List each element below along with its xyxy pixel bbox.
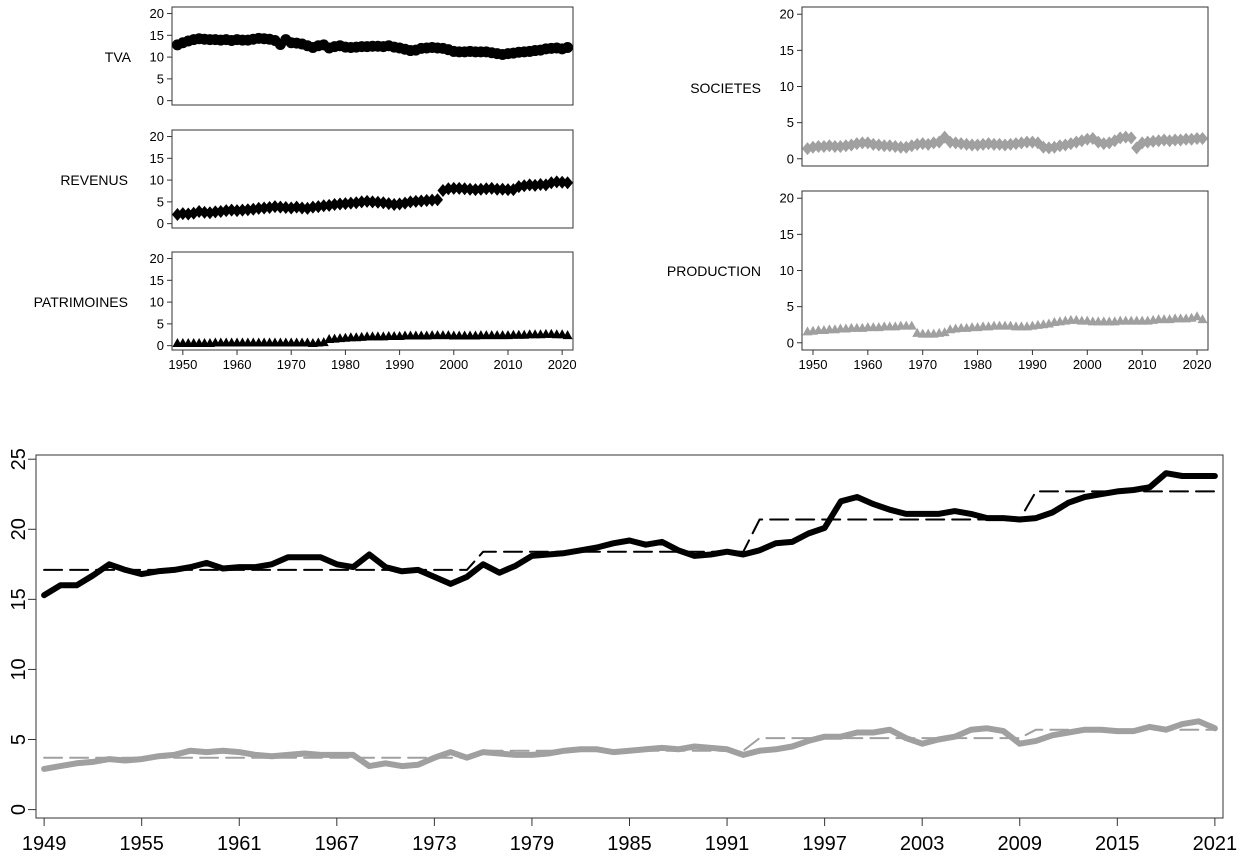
y-tick-label: 20 — [150, 129, 164, 144]
x-tick-label: 1967 — [315, 833, 360, 855]
panel-0: TVA 0 5 10 15 20 — [105, 6, 574, 108]
y-tick-label: 15 — [150, 273, 164, 288]
y-tick-label: 20 — [8, 518, 30, 540]
x-tick-label: 2021 — [1193, 833, 1238, 855]
y-tick-label: 0 — [787, 335, 794, 350]
data-point — [1125, 131, 1137, 145]
data-point — [906, 320, 917, 330]
x-tick-label: 1955 — [119, 833, 164, 855]
x-tick-label: 1997 — [802, 833, 847, 855]
x-tick-label: 1960 — [223, 357, 252, 372]
y-tick-label: 5 — [8, 734, 30, 745]
data-point — [939, 327, 950, 337]
y-tick-label: 10 — [780, 79, 794, 94]
x-tick-label: 1950 — [168, 357, 197, 372]
y-tick-label: 20 — [150, 251, 164, 266]
y-tick-label: 5 — [157, 194, 164, 209]
data-point — [1192, 311, 1203, 321]
panel-label: PATRIMOINES — [34, 294, 128, 310]
y-tick-label: 20 — [150, 6, 164, 21]
panel-label: PRODUCTION — [667, 263, 761, 279]
x-tick-label: 1990 — [1018, 357, 1047, 372]
y-tick-label: 5 — [787, 115, 794, 130]
x-tick-label: 2000 — [1073, 357, 1102, 372]
x-tick-label: 2003 — [900, 833, 945, 855]
x-tick-label: 1973 — [412, 833, 457, 855]
panel-3: SOCIETES 0 5 10 15 20 — [690, 6, 1209, 167]
x-tick-label: 1990 — [385, 357, 414, 372]
y-tick-label: 10 — [8, 658, 30, 680]
panel-4: PRODUCTION 0 5 10 15 20 1950 1960 1970 1980 1990 20… — [667, 190, 1212, 372]
panel-5: 0 5 10 15 20 25 1949 1955 1961 1967 1973 1979 1985 19… — [8, 448, 1237, 855]
solid-series-line — [41, 718, 1218, 772]
data-point — [562, 176, 574, 190]
y-tick-label: 20 — [780, 7, 794, 22]
plot-frame — [171, 251, 574, 351]
data-point — [1197, 314, 1208, 324]
x-tick-label: 1979 — [510, 833, 555, 855]
data-point — [432, 193, 444, 207]
plot-frame — [35, 454, 1224, 819]
y-tick-label: 20 — [780, 191, 794, 206]
y-tick-label: 15 — [780, 227, 794, 242]
plot-frame — [171, 129, 574, 229]
x-tick-label: 1985 — [607, 833, 652, 855]
data-point — [318, 337, 329, 347]
y-tick-label: 10 — [780, 263, 794, 278]
x-tick-label: 1970 — [908, 357, 937, 372]
x-tick-label: 2020 — [548, 357, 577, 372]
y-tick-label: 0 — [157, 216, 164, 231]
y-tick-label: 15 — [780, 43, 794, 58]
x-tick-label: 2000 — [439, 357, 468, 372]
y-tick-label: 15 — [8, 588, 30, 610]
x-tick-label: 2009 — [997, 833, 1042, 855]
panel-2: PATRIMOINES 0 5 10 15 20 1950 1960 1970 1980 1990 2… — [34, 251, 577, 372]
y-tick-label: 5 — [157, 71, 164, 86]
y-tick-label: 10 — [150, 173, 164, 188]
y-tick-label: 15 — [150, 28, 164, 43]
x-tick-label: 1950 — [799, 357, 828, 372]
x-tick-label: 2010 — [494, 357, 523, 372]
y-tick-label: 10 — [150, 50, 164, 65]
y-tick-label: 5 — [157, 316, 164, 331]
y-tick-label: 0 — [157, 93, 164, 108]
x-tick-label: 1991 — [705, 833, 750, 855]
y-tick-label: 0 — [157, 338, 164, 353]
panel-label: REVENUS — [60, 172, 128, 188]
x-tick-label: 1949 — [22, 833, 67, 855]
x-tick-label: 1961 — [217, 833, 262, 855]
x-tick-label: 1980 — [963, 357, 992, 372]
x-tick-label: 1960 — [853, 357, 882, 372]
x-tick-label: 2010 — [1128, 357, 1157, 372]
y-tick-label: 0 — [8, 804, 30, 815]
y-tick-label: 0 — [787, 151, 794, 166]
x-tick-label: 2015 — [1095, 833, 1140, 855]
x-tick-label: 1970 — [277, 357, 306, 372]
plot-frame — [171, 6, 574, 106]
y-tick-label: 5 — [787, 299, 794, 314]
y-tick-label: 25 — [8, 448, 30, 470]
data-point — [562, 330, 573, 340]
x-tick-label: 2020 — [1183, 357, 1212, 372]
x-tick-label: 1980 — [331, 357, 360, 372]
data-point — [562, 42, 574, 54]
dashed-series-line — [43, 728, 1216, 759]
panel-1: REVENUS 0 5 10 15 20 — [60, 129, 574, 231]
panel-label: SOCIETES — [690, 80, 761, 96]
y-tick-label: 10 — [150, 295, 164, 310]
panel-label: TVA — [105, 49, 132, 65]
data-point — [1197, 132, 1209, 146]
y-tick-label: 15 — [150, 151, 164, 166]
dashed-series-line — [43, 490, 1216, 571]
